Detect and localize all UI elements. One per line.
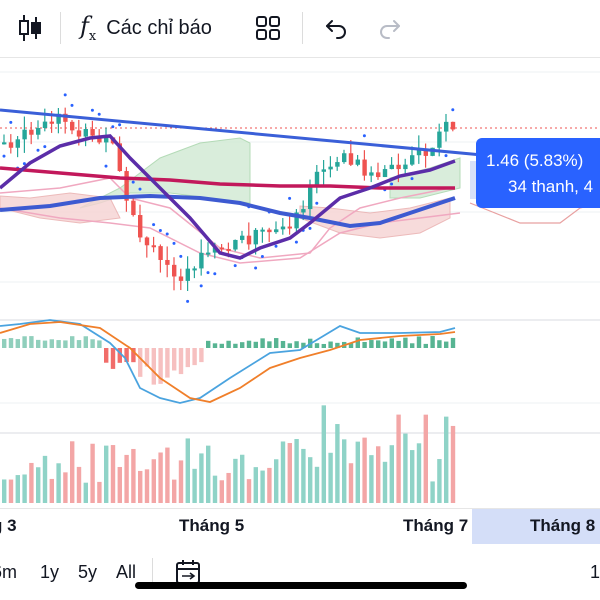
home-indicator [135,582,467,589]
volume-bars [2,405,456,503]
range-button-all[interactable]: All [116,562,137,582]
chart-canvas[interactable] [0,58,600,508]
indicators-button[interactable]: fx Các chỉ báo [80,8,240,48]
range-button-1y[interactable]: 1y [40,562,60,582]
band-pink-lower [0,207,461,264]
tick-label: g 3 [0,516,17,535]
bars-count: 34 thanh, 4 [508,177,594,196]
macd-signal [0,321,456,403]
tick-label: Tháng 7 [403,516,469,535]
ma-purple [0,134,456,260]
future-zone [472,509,600,545]
price-change: 1.46 (5.83%) [486,151,584,170]
price-tooltip: 1.46 (5.83%) 34 thanh, 4 [476,138,600,208]
macd-histogram [2,336,456,385]
ma-blue [0,193,456,229]
candlestick-icon[interactable] [8,8,52,48]
tick-label: Tháng 5 [179,516,245,535]
fx-icon: fx [80,12,97,44]
chart-grid [0,71,600,434]
ma-crimson [0,166,455,190]
tick-label: Tháng 8 [530,516,596,535]
time-axis: g 3 Tháng 5 Tháng 7 Tháng 8 [0,508,600,545]
price-chart[interactable]: 1.46 (5.83%) 34 thanh, 4 [0,58,600,559]
range-button-6m[interactable]: 6m [0,562,18,582]
grid-icon[interactable] [248,8,288,48]
range-bar: 6m 1y 5y All 1 [0,544,600,600]
parabolic-sar [2,93,455,303]
band-pink [0,177,451,259]
range-right-label: 1 [590,562,600,582]
indicators-label: Các chỉ báo [106,16,212,39]
undo-icon[interactable] [318,8,354,48]
macd-line [0,319,456,404]
redo-icon[interactable] [372,8,408,48]
chart-toolbar: fx Các chỉ báo [0,0,600,58]
range-button-5y[interactable]: 5y [78,562,98,582]
